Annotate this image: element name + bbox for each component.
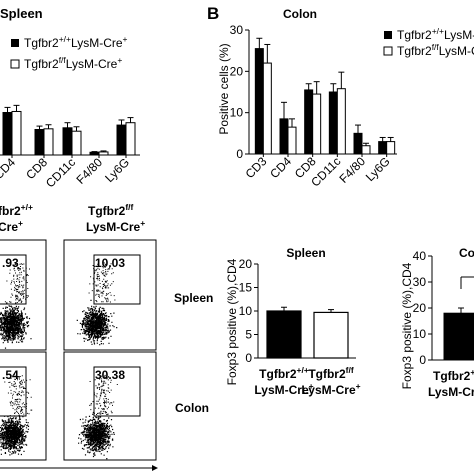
bar-CD11c-wt bbox=[62, 127, 73, 156]
x-tick-label: Ly6G bbox=[102, 155, 132, 185]
foxp3-spleen-ylabel: Foxp3 positive (%),CD4 bbox=[225, 258, 239, 385]
flow-plots: .93 10.03 .54 30.38 bbox=[0, 239, 157, 461]
bar-CD8-wt bbox=[34, 129, 45, 156]
y-tick-label: 30 bbox=[413, 275, 427, 289]
flow-plot-frame bbox=[0, 351, 47, 461]
y-tick-label: 10 bbox=[413, 327, 427, 341]
y-tick-label: 20 bbox=[413, 301, 427, 315]
bar-CD3-ko bbox=[262, 62, 272, 155]
x-label-line2: LysM-Cre+ bbox=[254, 381, 313, 397]
x-label-line2: LysM-Cre+ bbox=[301, 381, 360, 397]
y-tick-label: 0 bbox=[245, 351, 252, 365]
foxp3-bar-wt bbox=[266, 310, 302, 359]
flow-col-wt-header-2: Cre+ bbox=[0, 218, 23, 234]
y-tick-label: 0 bbox=[419, 353, 426, 367]
flow-dots bbox=[78, 374, 118, 460]
bar-Ly6G-ko bbox=[125, 122, 136, 156]
legend-b-wt-swatch bbox=[384, 31, 392, 39]
x-label-line2: LysM-Cre bbox=[428, 385, 474, 399]
legend-b-ko-swatch bbox=[383, 46, 393, 56]
y-tick-label: 5 bbox=[245, 328, 252, 342]
flow-dots bbox=[76, 262, 118, 346]
x-label-line1: Tgfbr2+/+ bbox=[259, 365, 309, 381]
flow-panel: fbr2+/+ Cre+ Tgfbr2f/f LysM-Cre+ .93 10.0… bbox=[0, 202, 213, 471]
flow-gate-value: .54 bbox=[2, 368, 19, 382]
x-tick-label: CD3 bbox=[243, 154, 270, 181]
bar-CD4-ko bbox=[11, 110, 22, 156]
flow-row-label-colon: Colon bbox=[175, 401, 209, 415]
colon-chart-title: Colon bbox=[283, 7, 317, 21]
bar-CD8-ko bbox=[43, 128, 54, 156]
x-tick-label: CD4 bbox=[0, 155, 18, 182]
flow-row-label-spleen: Spleen bbox=[174, 291, 213, 305]
legend-b-ko-label: Tgfbr2f/fLysM-Cre bbox=[397, 42, 474, 58]
spleen-chart-title: Spleen bbox=[0, 6, 43, 21]
flow-plot-frame bbox=[63, 239, 157, 351]
bar-Ly6G-wt bbox=[116, 124, 127, 156]
flow-col-ko-header-2: LysM-Cre+ bbox=[86, 218, 145, 234]
flow-gate bbox=[0, 254, 27, 305]
x-tick-label: F4/80 bbox=[337, 154, 369, 186]
flow-gate bbox=[93, 366, 141, 417]
flow-col-wt-header: fbr2+/+ bbox=[0, 202, 33, 218]
y-tick-label: 0 bbox=[236, 147, 243, 161]
flow-gate bbox=[93, 254, 141, 305]
legend-a-wt-swatch bbox=[11, 39, 19, 47]
bar-F4/80-wt bbox=[353, 132, 363, 155]
bar-Ly6G-ko bbox=[386, 141, 396, 155]
y-tick-label: 30 bbox=[230, 23, 244, 37]
foxp3-colon-bar-wt bbox=[443, 312, 474, 361]
bar-CD4-wt bbox=[2, 112, 13, 156]
flow-col-ko-header: Tgfbr2f/f bbox=[88, 202, 134, 218]
y-tick-label: 20 bbox=[230, 64, 244, 78]
bar-CD11c-ko bbox=[71, 130, 82, 156]
flow-plot-frame bbox=[63, 351, 157, 461]
bar-Ly6G-wt bbox=[378, 141, 388, 155]
foxp3-spleen-chart: 0 5 10 15 20 Tgfbr2+/+LysM-Cre+Tgfbr2f/fLysM-… bbox=[239, 257, 361, 397]
x-label-line1: Tgfbr2f/f bbox=[308, 365, 354, 381]
y-tick-label: 40 bbox=[413, 249, 427, 263]
flow-gate-value: 10.03 bbox=[95, 256, 125, 270]
legend-a-ko-swatch bbox=[10, 59, 20, 69]
legend-b: Tgfbr2+/+LysM-Cre Tgfbr2f/fLysM-Cre bbox=[383, 26, 474, 58]
flow-dots bbox=[0, 263, 32, 349]
foxp3-bar-ko bbox=[313, 311, 349, 359]
bar-CD4-ko bbox=[287, 126, 297, 155]
x-label-line1: Tgfbr2+/ bbox=[433, 367, 474, 383]
x-tick-label: CD11c bbox=[43, 155, 78, 190]
flow-gate-value: .93 bbox=[2, 256, 19, 270]
panel-b-letter: B bbox=[207, 4, 219, 23]
bar-CD8-ko bbox=[312, 93, 322, 155]
flow-dots bbox=[0, 374, 33, 456]
bar-CD11c-wt bbox=[328, 91, 338, 155]
y-tick-label: 15 bbox=[239, 281, 253, 295]
foxp3-colon-title: Co bbox=[459, 246, 474, 260]
x-tick-label: Ly6G bbox=[363, 154, 393, 184]
legend-a-ko-label: Tgfbr2f/fLysM-Cre+ bbox=[24, 55, 122, 71]
colon-chart-ylabel: Positive cells (%) bbox=[217, 43, 231, 134]
x-tick-label: CD4 bbox=[267, 154, 294, 181]
y-tick-label: 10 bbox=[230, 106, 244, 120]
flow-x-axis-arrowhead bbox=[152, 465, 158, 471]
legend-a: Tgfbr2+/+LysM-Cre+ Tgfbr2f/fLysM-Cre+ bbox=[10, 34, 128, 71]
flow-gate-value: 30.38 bbox=[95, 368, 125, 382]
bar-CD8-wt bbox=[304, 89, 314, 155]
foxp3-colon-chart: 0 10 20 30 40 Tgfbr2+/ LysM-Cre bbox=[413, 249, 474, 399]
bar-CD4-wt bbox=[279, 118, 289, 155]
bar-F4/80-ko bbox=[361, 145, 371, 155]
foxp3-colon-ylabel: Foxp3 positive (%),CD4 bbox=[400, 262, 414, 389]
flow-gate bbox=[0, 366, 27, 417]
y-tick-label: 20 bbox=[239, 257, 253, 271]
bar-CD3-wt bbox=[254, 48, 264, 155]
legend-b-wt-label: Tgfbr2+/+LysM-Cre bbox=[397, 26, 474, 42]
foxp3-spleen-title: Spleen bbox=[286, 246, 325, 260]
bar-F4/80-ko bbox=[98, 151, 109, 156]
x-tick-label: F4/80 bbox=[74, 155, 106, 187]
legend-a-wt-label: Tgfbr2+/+LysM-Cre+ bbox=[24, 34, 128, 50]
y-tick-label: 10 bbox=[239, 304, 253, 318]
bar-CD11c-ko bbox=[336, 88, 346, 155]
